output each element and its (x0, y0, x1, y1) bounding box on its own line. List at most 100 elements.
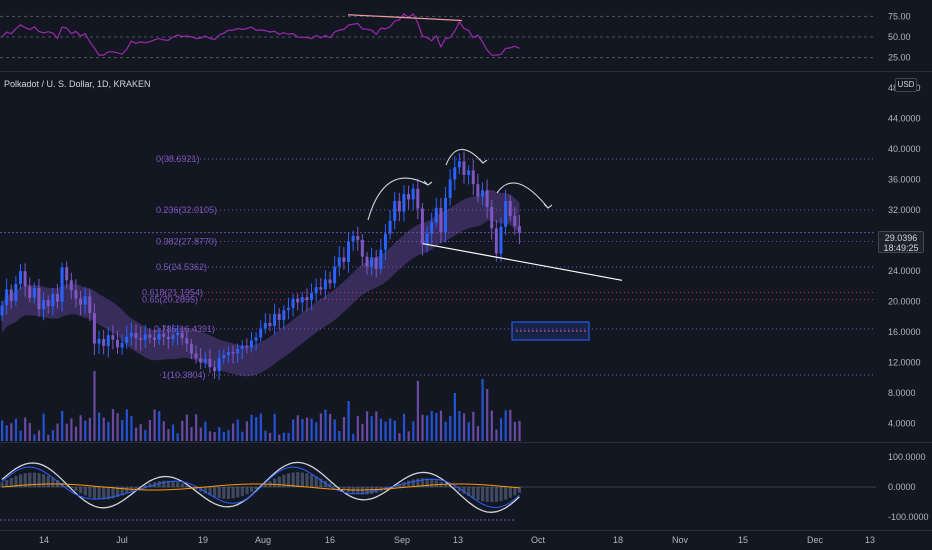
rsi-pane[interactable]: 75.00 50.00 25.00 (0, 0, 932, 72)
volume-bar (153, 409, 156, 441)
candle-body (249, 340, 253, 348)
candle-body (457, 161, 461, 168)
candle-body (471, 170, 475, 185)
price-chart[interactable]: 48.000044.000040.000036.000032.000028.00… (0, 73, 932, 443)
osc-histogram-bar (162, 480, 166, 487)
symbol-title[interactable]: Polkadot / U. S. Dollar, 1D, KRAKEN (4, 79, 151, 89)
osc-histogram-bar (134, 487, 138, 490)
osc-histogram-bar (9, 477, 13, 487)
rsi-line (1, 12, 520, 56)
volume-bar (181, 420, 184, 441)
candle-body (494, 228, 498, 254)
candle-body (134, 332, 138, 339)
price-axis-label: 12.0000 (888, 358, 921, 368)
volume-bar (319, 413, 322, 441)
currency-badge[interactable]: USD (895, 78, 917, 92)
candle-body (263, 323, 267, 329)
time-axis-label: 19 (197, 535, 209, 545)
volume-bar (245, 421, 249, 441)
volume-bar (74, 426, 78, 441)
candle-body (18, 271, 22, 285)
candle-body (185, 338, 189, 344)
bar-countdown: 18:49:25 (883, 243, 919, 253)
candle-body (356, 236, 360, 240)
volume-bar (333, 419, 336, 441)
volume-bar (352, 433, 355, 441)
candle-body (189, 343, 193, 354)
candle-body (111, 335, 115, 340)
candle-body (490, 207, 494, 229)
volume-bar (241, 431, 244, 441)
osc-histogram-bar (471, 487, 475, 499)
oscillator-pane[interactable]: 100.0000 0.0000 -100.0000 (0, 444, 932, 530)
osc-histogram-bar (23, 473, 27, 487)
candle-body (397, 200, 401, 212)
volume-bar (259, 413, 262, 441)
osc-histogram-bar (55, 479, 60, 487)
rsi-chart[interactable]: 75.00 50.00 25.00 (0, 0, 932, 72)
candle-body (102, 339, 106, 346)
candle-body (333, 266, 337, 284)
volume-bar (444, 421, 447, 441)
candle-body (268, 323, 272, 327)
price-axis-label: 4.0000 (888, 419, 916, 429)
oscillator-chart[interactable]: 100.0000 0.0000 -100.0000 (0, 444, 932, 530)
candle-body (240, 345, 244, 349)
osc-histogram-bar (430, 479, 434, 487)
volume-bar (375, 411, 378, 441)
volume-bar (370, 416, 373, 441)
osc-histogram-bar (499, 487, 503, 501)
volume-bar (278, 434, 281, 441)
volume-bar (264, 430, 267, 441)
volume-bar (227, 430, 230, 441)
time-axis-label: 14 (38, 535, 50, 545)
osc-histogram-bar (5, 480, 9, 487)
volume-bar (167, 428, 170, 441)
candle-body (236, 348, 240, 354)
head-arrow-arrowhead (478, 158, 488, 164)
osc-histogram-bar (92, 487, 97, 499)
main-chart-pane[interactable]: 48.000044.000040.000036.000032.000028.00… (0, 73, 932, 443)
fib-level-label: 0.236(32.0105) (156, 205, 217, 215)
osc-histogram-bar (240, 487, 244, 497)
volume-bar (476, 426, 480, 441)
volume-bar (342, 416, 346, 441)
candle-body (314, 287, 318, 294)
candle-body (374, 257, 378, 269)
volume-bar (481, 379, 484, 441)
candle-body (157, 333, 161, 340)
candle-body (180, 332, 184, 339)
volume-bar (287, 432, 290, 441)
osc-histogram-bar (365, 487, 369, 495)
candle-body (342, 257, 346, 262)
volume-bar (310, 418, 313, 441)
time-axis-label: Aug (254, 535, 272, 545)
candle-body (444, 197, 448, 233)
osc-histogram-bar (310, 474, 314, 487)
candle-body (259, 328, 263, 338)
volume-bar (37, 430, 41, 441)
candle-body (360, 239, 364, 257)
volume-bar (79, 415, 82, 441)
candle-body (106, 335, 110, 346)
candle-body (176, 332, 180, 336)
target-zone-box (511, 321, 590, 341)
candle-body (120, 342, 124, 348)
volume-bar (398, 433, 401, 441)
volume-bar (504, 410, 507, 441)
candle-body (139, 338, 143, 340)
osc-histogram-bar (300, 472, 304, 487)
volume-bar (467, 422, 470, 441)
fib-level-label: 0.618(21.1954) (142, 288, 203, 298)
osc-histogram-bar (407, 480, 411, 487)
candle-body (319, 287, 323, 290)
osc-histogram-bar (402, 482, 406, 487)
time-axis-label: Nov (671, 535, 689, 545)
time-axis[interactable]: 14 Jul 19 Aug 16 Sep 13 Oct 18 Nov 15 Dec 13 (0, 530, 932, 550)
volume-bar (1, 420, 4, 441)
volume-bar (199, 427, 202, 441)
neckline-trendline (422, 243, 623, 281)
volume-bar (24, 417, 27, 441)
volume-bar (204, 421, 207, 441)
candle-body (92, 313, 96, 344)
